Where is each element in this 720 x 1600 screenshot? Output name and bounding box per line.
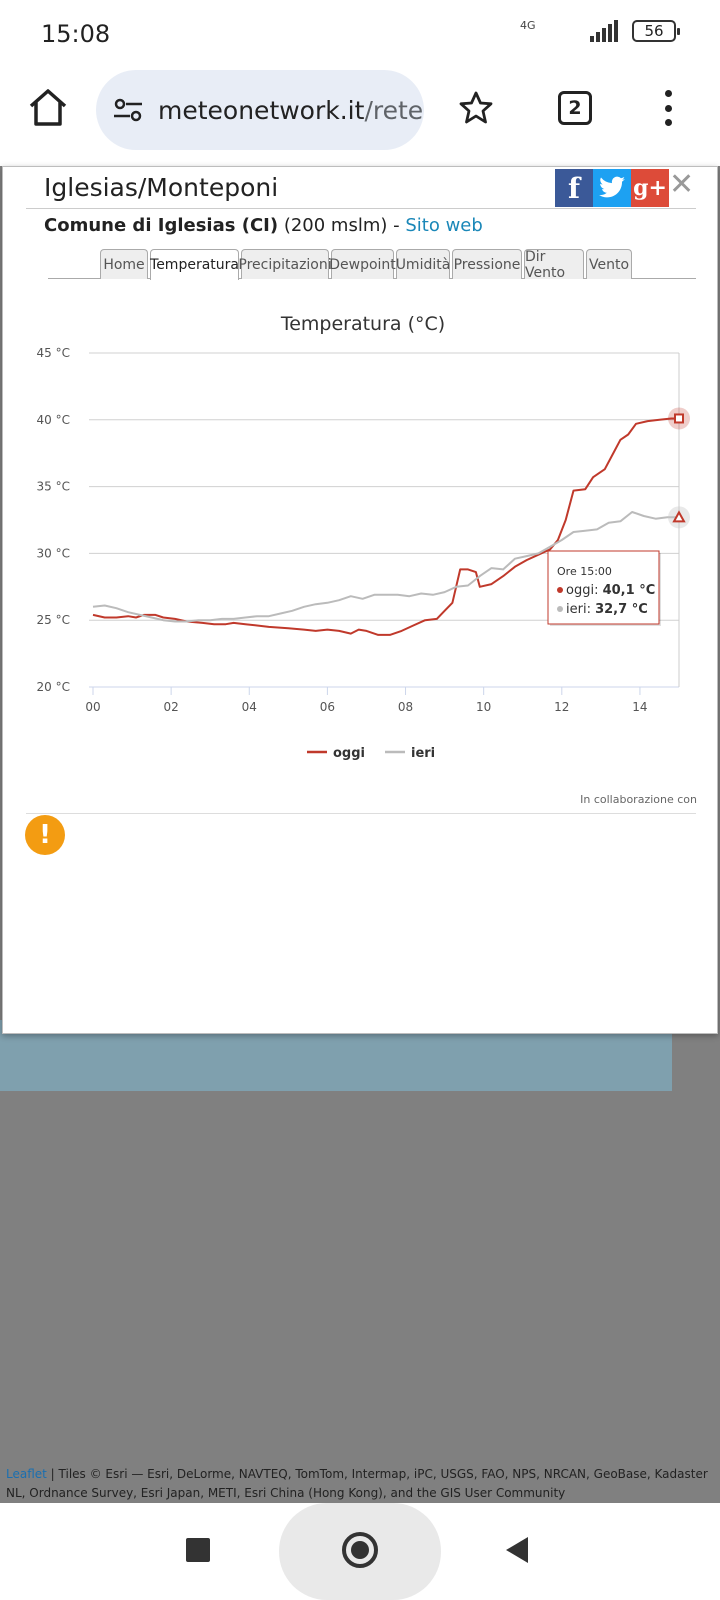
station-subtitle: Comune di Iglesias (CI) (200 mslm) - Sit… xyxy=(44,215,483,236)
tab-dewpoint[interactable]: Dewpoint xyxy=(329,249,396,279)
temperature-chart[interactable]: Temperatura (°C) 20 °C 25 °C 30 °C 35 °C 40 °… xyxy=(3,297,717,777)
x-tick-label: 08 xyxy=(398,700,413,714)
network-type: 4G xyxy=(520,19,536,32)
x-tick-label: 04 xyxy=(242,700,257,714)
x-tick-label: 06 xyxy=(320,700,335,714)
tab-dir-vento[interactable]: Dir Vento xyxy=(524,249,584,281)
twitter-icon[interactable] xyxy=(593,169,631,207)
tooltip-ieri: ieri: 32,7 °C xyxy=(566,602,648,617)
system-nav-bar xyxy=(0,1503,720,1600)
site-settings-icon[interactable] xyxy=(112,94,144,126)
facebook-icon[interactable]: f xyxy=(555,169,593,207)
x-tick-label: 02 xyxy=(163,700,178,714)
overflow-menu-icon[interactable] xyxy=(663,90,673,126)
tab-temperatura[interactable]: Temperatura xyxy=(150,249,239,280)
home-circle-icon[interactable] xyxy=(342,1532,378,1568)
tab-vento[interactable]: Vento xyxy=(586,249,632,279)
address-bar[interactable]: meteonetwork.it/rete xyxy=(96,70,424,150)
point-marker-oggi xyxy=(674,413,684,424)
url-path: /rete xyxy=(364,95,424,125)
social-buttons: f g+ xyxy=(555,169,669,207)
tooltip-oggi: oggi: 40,1 °C xyxy=(566,583,655,598)
warning-icon[interactable]: ! xyxy=(25,815,65,855)
station-popup: Iglesias/Monteponi f g+ ✕ Comune di Igle… xyxy=(2,166,718,1034)
altitude: (200 mslm) - xyxy=(283,215,406,236)
x-tick-label: 00 xyxy=(85,700,100,714)
legend-label-oggi: oggi xyxy=(333,746,365,761)
tooltip-oggi-label: oggi: xyxy=(566,583,603,598)
status-icons: 4G 56 xyxy=(520,19,680,42)
collaboration-text: In collaborazione con xyxy=(580,793,697,806)
browser-toolbar: meteonetwork.it/rete 2 xyxy=(0,64,720,166)
signal-icon xyxy=(590,20,618,42)
municipality: Comune di Iglesias (CI) xyxy=(44,215,279,236)
chart-title: Temperatura (°C) xyxy=(280,313,445,335)
tooltip-box xyxy=(547,550,660,625)
series-line-ieri xyxy=(92,511,679,623)
status-bar: 15:08 4G 56 xyxy=(0,0,720,64)
tiles-credit: | Tiles © Esri — Esri, DeLorme, NAVTEQ, … xyxy=(6,1467,708,1500)
tooltip-header: Ore 15:00 xyxy=(557,565,612,578)
tooltip-dot-oggi xyxy=(557,587,563,593)
tab-pressione[interactable]: Pressione xyxy=(452,249,522,279)
point-marker-ieri xyxy=(672,510,686,523)
y-tick-label: 40 °C xyxy=(37,413,70,427)
x-tick-label: 10 xyxy=(476,700,491,714)
y-tick-label: 45 °C xyxy=(37,346,70,360)
googleplus-icon[interactable]: g+ xyxy=(631,169,669,207)
y-tick-label: 20 °C xyxy=(37,680,70,694)
y-tick-label: 35 °C xyxy=(37,480,70,494)
status-time: 15:08 xyxy=(41,20,111,48)
station-title: Iglesias/Monteponi xyxy=(44,173,279,202)
tooltip-oggi-value: 40,1 °C xyxy=(603,583,656,598)
bookmark-star-icon[interactable] xyxy=(458,90,494,126)
tooltip-dot-ieri xyxy=(557,606,563,612)
divider xyxy=(26,813,696,814)
twitter-bird-icon xyxy=(599,176,625,198)
series-line-oggi xyxy=(92,417,679,636)
tooltip-ieri-value: 32,7 °C xyxy=(595,602,648,617)
home-icon[interactable] xyxy=(26,86,70,130)
x-tick-label: 12 xyxy=(554,700,569,714)
back-icon[interactable] xyxy=(506,1537,528,1563)
x-tick-label: 14 xyxy=(632,700,647,714)
tab-home[interactable]: Home xyxy=(100,249,148,279)
tooltip-ieri-label: ieri: xyxy=(566,602,595,617)
url-text[interactable]: meteonetwork.it/rete xyxy=(158,96,423,125)
tab-switcher-button[interactable]: 2 xyxy=(558,91,592,125)
tab-umidita[interactable]: Umidità xyxy=(396,249,450,279)
tab-bar: Home Temperatura Precipitazioni Dewpoint… xyxy=(48,249,696,281)
website-link[interactable]: Sito web xyxy=(405,215,483,236)
y-tick-label: 25 °C xyxy=(37,613,70,627)
tab-precipitazioni[interactable]: Precipitazioni xyxy=(238,249,332,279)
y-tick-label: 30 °C xyxy=(37,546,70,560)
legend-label-ieri: ieri xyxy=(411,746,435,761)
close-icon[interactable]: ✕ xyxy=(669,167,695,202)
url-host: meteonetwork.it xyxy=(158,95,365,125)
battery-icon: 56 xyxy=(632,20,680,42)
map-attribution: Leaflet | Tiles © Esri — Esri, DeLorme, … xyxy=(0,1465,720,1503)
divider xyxy=(26,208,696,209)
leaflet-link[interactable]: Leaflet xyxy=(6,1467,47,1481)
recents-icon[interactable] xyxy=(186,1538,210,1562)
